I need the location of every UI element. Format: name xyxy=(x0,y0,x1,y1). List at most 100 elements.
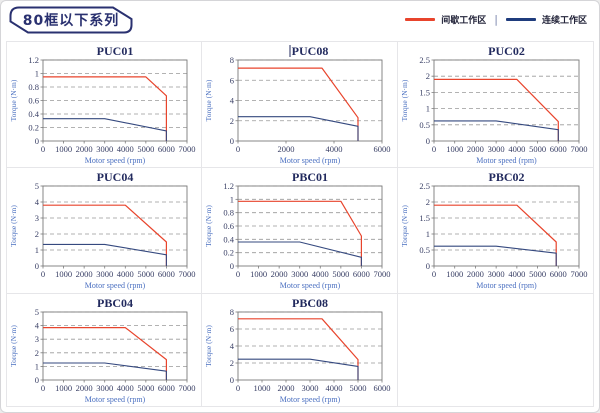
x-tick-label: 0 xyxy=(432,269,436,279)
y-tick-label: 0 xyxy=(230,136,234,146)
series-title-badge: 80框以下系列 xyxy=(9,6,133,34)
y-axis-label: Torque (N·m) xyxy=(400,205,409,247)
y-tick-label: 0 xyxy=(35,261,39,271)
series-line-intermittent xyxy=(43,326,167,380)
x-axis-label: Motor speed (rpm) xyxy=(476,281,537,290)
x-tick-label: 0 xyxy=(41,269,45,279)
x-tick-label: 4000 xyxy=(326,383,343,393)
series-line-continuous xyxy=(433,120,559,141)
y-tick-label: 0.2 xyxy=(28,123,39,133)
legend-label-continuous: 连续工作区 xyxy=(541,16,587,26)
y-tick-label: 2 xyxy=(230,358,234,368)
x-tick-label: 3000 xyxy=(292,269,309,279)
y-axis-label: Torque (N·m) xyxy=(9,79,18,121)
x-tick-label: 3000 xyxy=(96,383,113,393)
y-tick-label: 0.6 xyxy=(224,221,235,231)
badge-outline-shape xyxy=(9,6,133,34)
x-tick-label: 2000 xyxy=(278,144,295,154)
y-tick-label: 2 xyxy=(425,197,429,207)
x-axis-label: Motor speed (rpm) xyxy=(85,395,146,404)
x-axis-label: Motor speed (rpm) xyxy=(280,281,341,290)
y-tick-label: 4 xyxy=(230,96,235,106)
x-tick-label: 0 xyxy=(236,383,240,393)
series-line-continuous xyxy=(238,116,359,141)
x-tick-label: 6000 xyxy=(374,383,391,393)
chart-pbc01: PBC01 0 0.2 0.4 0.6 0.8 1 1.2 0 1000 2000 3000 4000 5… xyxy=(204,170,391,290)
x-tick-label: 0 xyxy=(41,144,45,154)
x-tick-label: 6000 xyxy=(353,269,370,279)
y-tick-label: 6 xyxy=(230,75,234,85)
y-tick-label: 0.8 xyxy=(28,82,39,92)
series-line-continuous xyxy=(433,245,557,267)
x-tick-label: 4000 xyxy=(508,269,525,279)
x-tick-label: 4000 xyxy=(326,144,343,154)
x-tick-label: 3000 xyxy=(487,269,504,279)
x-tick-label: 2000 xyxy=(271,269,288,279)
y-tick-label: 2 xyxy=(35,347,39,357)
x-tick-label: 1000 xyxy=(254,383,271,393)
y-tick-label: 2 xyxy=(230,116,234,126)
chart-title: PUC01 xyxy=(97,44,134,58)
x-tick-label: 3000 xyxy=(96,269,113,279)
x-tick-label: 4000 xyxy=(117,144,134,154)
y-tick-label: 0.5 xyxy=(419,120,430,130)
y-axis-label: Torque (N·m) xyxy=(204,205,213,247)
y-tick-label: 5 xyxy=(35,181,39,191)
x-tick-label: 0 xyxy=(236,269,240,279)
chart-title: PBC01 xyxy=(292,170,328,184)
x-tick-label: 7000 xyxy=(179,383,196,393)
plot-frame xyxy=(433,59,580,142)
chart-puc02: PUC02 0 0.5 1 1.5 2 2.5 0 1000 2000 3000 4000 5000 60… xyxy=(400,44,588,165)
x-tick-label: 6000 xyxy=(158,269,175,279)
x-axis-label: Motor speed (rpm) xyxy=(85,281,146,290)
y-tick-label: 4 xyxy=(35,197,40,207)
chart-pbc08: PBC08 0 2 4 6 8 0 1000 2000 3000 4000 5000 6000 Motor… xyxy=(204,296,391,404)
x-tick-label: 5000 xyxy=(333,269,350,279)
x-tick-label: 3000 xyxy=(302,383,319,393)
legend-separator: | xyxy=(494,13,498,26)
y-tick-label: 0 xyxy=(230,261,234,271)
legend-item-continuous: 连续工作区 xyxy=(505,13,587,26)
y-axis-label: Torque (N·m) xyxy=(204,79,213,121)
y-tick-label: 0 xyxy=(35,136,39,146)
x-tick-label: 1000 xyxy=(55,144,72,154)
y-tick-label: 1.2 xyxy=(28,55,39,65)
legend: 间歇工作区 | 连续工作区 xyxy=(405,13,587,26)
x-tick-label: 0 xyxy=(41,383,45,393)
y-tick-label: 3 xyxy=(35,213,39,223)
series-line-continuous xyxy=(238,241,363,267)
x-tick-label: 1000 xyxy=(55,383,72,393)
x-tick-label: 2000 xyxy=(278,383,295,393)
y-tick-label: 0.2 xyxy=(224,248,235,258)
chart-cell-2: PUC08 0 2 4 6 8 0 2000 4000 6000 Motor speed (rpm)… xyxy=(202,42,398,169)
series-title-text: 80框以下系列 xyxy=(22,13,120,29)
y-tick-label: 4 xyxy=(35,320,40,330)
y-tick-label: 1.5 xyxy=(419,213,430,223)
chart-puc08: PUC08 0 2 4 6 8 0 2000 4000 6000 Motor speed (rpm)… xyxy=(204,44,391,165)
x-tick-label: 1000 xyxy=(446,269,463,279)
x-tick-label: 0 xyxy=(236,144,240,154)
y-tick-label: 0 xyxy=(425,261,429,271)
continuous-line-swatch xyxy=(505,18,536,21)
legend-label-intermittent: 间歇工作区 xyxy=(441,16,487,26)
y-tick-label: 1 xyxy=(425,229,429,239)
series-line-intermittent xyxy=(433,78,559,141)
y-tick-label: 0.5 xyxy=(419,245,430,255)
y-tick-label: 3 xyxy=(35,334,39,344)
y-tick-label: 8 xyxy=(230,55,234,65)
x-tick-label: 4000 xyxy=(117,383,134,393)
x-tick-label: 1000 xyxy=(55,269,72,279)
x-tick-label: 4000 xyxy=(117,269,134,279)
x-tick-label: 7000 xyxy=(570,269,587,279)
x-tick-label: 4000 xyxy=(312,269,329,279)
y-axis-label: Torque (N·m) xyxy=(204,324,213,366)
x-tick-label: 3000 xyxy=(96,144,113,154)
y-tick-label: 1 xyxy=(425,104,429,114)
y-tick-label: 1.2 xyxy=(224,181,235,191)
chart-cell-4: PUC04 0 1 2 3 4 5 0 1000 2000 3000 4000 5000 6000 7000… xyxy=(7,168,203,294)
series-line-intermittent xyxy=(238,200,363,267)
y-tick-label: 1 xyxy=(35,361,39,371)
